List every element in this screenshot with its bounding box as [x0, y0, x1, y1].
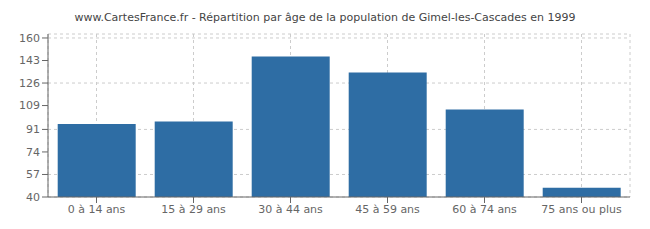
svg-text:30 à 44 ans: 30 à 44 ans [258, 203, 323, 216]
svg-text:57: 57 [26, 168, 40, 181]
svg-text:74: 74 [26, 146, 40, 159]
svg-text:60 à 74 ans: 60 à 74 ans [452, 203, 517, 216]
svg-text:75 ans ou plus: 75 ans ou plus [541, 203, 622, 216]
svg-text:109: 109 [19, 99, 40, 112]
svg-text:15 à 29 ans: 15 à 29 ans [161, 203, 226, 216]
svg-text:91: 91 [26, 123, 40, 136]
svg-text:0 à 14 ans: 0 à 14 ans [68, 203, 126, 216]
html-text:www.CartesFrance.fr - Répartit: www.CartesFrance.fr - Répartition par âg… [74, 11, 576, 24]
svg-text:143: 143 [19, 54, 40, 67]
svg-text:45 à 59 ans: 45 à 59 ans [355, 203, 420, 216]
svg-text:160: 160 [19, 32, 40, 45]
svg-text:126: 126 [19, 77, 40, 90]
svg-text:40: 40 [26, 191, 40, 204]
